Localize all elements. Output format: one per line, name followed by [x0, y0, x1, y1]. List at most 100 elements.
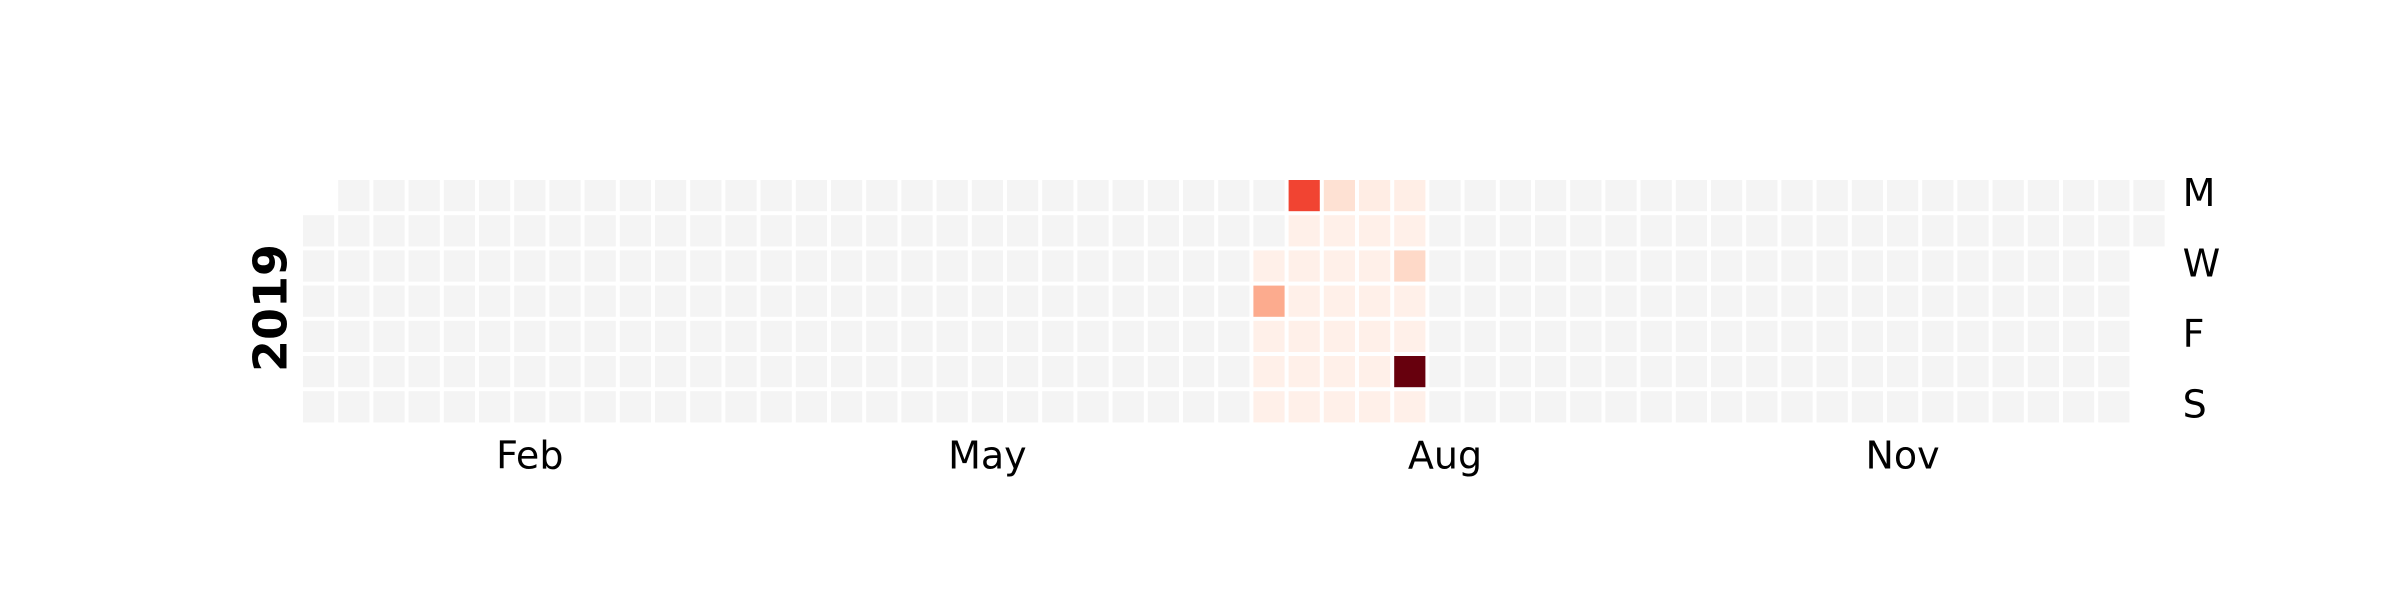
heatmap-cell [1429, 285, 1461, 317]
heatmap-cell [1640, 391, 1672, 423]
heatmap-cell [338, 356, 370, 388]
heatmap-cell [1816, 215, 1848, 247]
heatmap-cell [690, 356, 722, 388]
heatmap-cell [2063, 215, 2095, 247]
heatmap-cell [690, 391, 722, 423]
heatmap-cell [584, 391, 616, 423]
heatmap-cell [1007, 180, 1039, 212]
heatmap-cell [795, 285, 827, 317]
heatmap-cell [1112, 180, 1144, 212]
heatmap-cell [2027, 391, 2059, 423]
heatmap-cell [619, 320, 651, 352]
heatmap-cell [2063, 356, 2095, 388]
heatmap-cell [1605, 215, 1637, 247]
heatmap-cell [1359, 391, 1391, 423]
heatmap-cell [373, 391, 405, 423]
heatmap-cell [303, 285, 335, 317]
heatmap-cell [408, 180, 440, 212]
heatmap-cell [2098, 215, 2130, 247]
heatmap-cell [373, 320, 405, 352]
heatmap-cell [549, 180, 581, 212]
heatmap-cell [549, 391, 581, 423]
heatmap-cell [1359, 180, 1391, 212]
heatmap-cell [2063, 250, 2095, 282]
heatmap-cell [1535, 391, 1567, 423]
heatmap-cell [443, 180, 475, 212]
heatmap-cell [760, 391, 792, 423]
heatmap-cell [971, 320, 1003, 352]
heatmap-cell [901, 391, 933, 423]
heatmap-cell [1675, 320, 1707, 352]
heatmap-cell [479, 215, 511, 247]
day-label: S [2183, 382, 2207, 426]
heatmap-cell [619, 215, 651, 247]
heatmap-cell [1077, 215, 1109, 247]
month-labels: Feb May Aug Nov [496, 433, 1940, 477]
heatmap-cell [338, 180, 370, 212]
heatmap-cell [2027, 356, 2059, 388]
heatmap-cell [1922, 320, 1954, 352]
heatmap-cell [373, 215, 405, 247]
heatmap-cell [1675, 250, 1707, 282]
heatmap-cell [1253, 250, 1285, 282]
heatmap-cell [1218, 285, 1250, 317]
heatmap-cell [408, 356, 440, 388]
heatmap-cell [584, 320, 616, 352]
heatmap-cell [1288, 250, 1320, 282]
heatmap-cell [1429, 356, 1461, 388]
heatmap-cell [1535, 356, 1567, 388]
heatmap-cell [1288, 320, 1320, 352]
heatmap-cell [1675, 356, 1707, 388]
heatmap-cell [901, 320, 933, 352]
heatmap-cell [1746, 391, 1778, 423]
heatmap-cell [1112, 320, 1144, 352]
heatmap-cell [1781, 180, 1813, 212]
heatmap-cell [1957, 215, 1989, 247]
heatmap-cell [1746, 356, 1778, 388]
heatmap-cell [619, 285, 651, 317]
heatmap-cell [1359, 285, 1391, 317]
heatmap-cell [1218, 320, 1250, 352]
heatmap-cell [2027, 320, 2059, 352]
heatmap-cell [1359, 320, 1391, 352]
heatmap-cell [1147, 250, 1179, 282]
heatmap-cell [1007, 391, 1039, 423]
heatmap-cell [1605, 356, 1637, 388]
heatmap-cell [1711, 180, 1743, 212]
heatmap-cell [725, 391, 757, 423]
heatmap-cell [1887, 285, 1919, 317]
heatmap-cell [1218, 391, 1250, 423]
heatmap-cell [1464, 215, 1496, 247]
heatmap-cell [866, 391, 898, 423]
heatmap-cell [1323, 215, 1355, 247]
heatmap-cell [1288, 215, 1320, 247]
heatmap-cell [655, 285, 687, 317]
heatmap-cell [1429, 215, 1461, 247]
heatmap-cell [1640, 320, 1672, 352]
heatmap-cell [1922, 250, 1954, 282]
heatmap-cell [584, 285, 616, 317]
heatmap-cell [1605, 391, 1637, 423]
day-label: M [2183, 171, 2216, 215]
heatmap-cell [655, 180, 687, 212]
heatmap-cell [1992, 215, 2024, 247]
month-label: Feb [496, 433, 563, 477]
heatmap-cell [1147, 215, 1179, 247]
heatmap-cell [1535, 250, 1567, 282]
heatmap-cell [1042, 215, 1074, 247]
heatmap-cell [1394, 250, 1426, 282]
heatmap-cell [866, 285, 898, 317]
heatmap-cell [1957, 250, 1989, 282]
heatmap-cell [1253, 391, 1285, 423]
heatmap-cell [1605, 180, 1637, 212]
heatmap-cell [1851, 356, 1883, 388]
heatmap-cell [1675, 391, 1707, 423]
heatmap-cell [1816, 356, 1848, 388]
heatmap-cell [1640, 356, 1672, 388]
heatmap-cell [1077, 320, 1109, 352]
heatmap-cell [1147, 285, 1179, 317]
heatmap-cell [1077, 180, 1109, 212]
heatmap-cell [971, 180, 1003, 212]
heatmap-cell [1746, 250, 1778, 282]
